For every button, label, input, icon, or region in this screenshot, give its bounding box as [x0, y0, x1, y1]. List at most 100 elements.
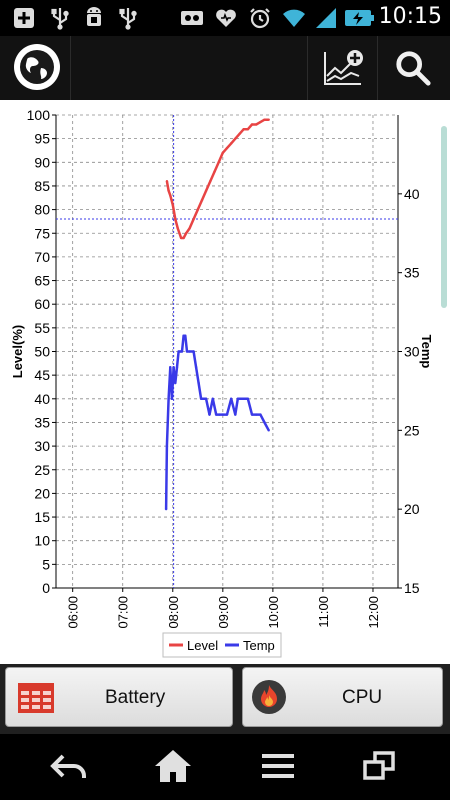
- data-point-level: [221, 151, 225, 155]
- data-point-temp: [167, 397, 170, 400]
- data-point-level: [204, 189, 208, 192]
- heart-icon: [214, 6, 238, 30]
- y-tick-label-right: 35: [404, 265, 420, 281]
- data-point-temp: [236, 397, 240, 400]
- action-bar: [0, 36, 450, 100]
- data-point-temp: [165, 444, 169, 448]
- data-point-temp: [175, 366, 179, 369]
- data-point-temp: [164, 507, 168, 511]
- usb-icon: [116, 6, 140, 30]
- menu-icon: [262, 754, 294, 778]
- menu-button[interactable]: [258, 748, 298, 784]
- y-tick-label-right: 20: [404, 501, 420, 517]
- data-point-level: [192, 217, 195, 221]
- data-point-level: [174, 217, 177, 221]
- y-tick-label-left: 70: [34, 249, 50, 265]
- data-point-temp: [197, 381, 200, 385]
- data-point-temp: [254, 413, 258, 416]
- y-tick-label-left: 50: [34, 344, 50, 360]
- voicemail-icon: [180, 6, 204, 30]
- data-point-temp: [182, 334, 185, 337]
- x-tick-label: 11:00: [316, 596, 331, 628]
- y-axis-title-left: Level(%): [10, 325, 25, 378]
- wifi-icon: [282, 6, 306, 30]
- nav-bar: [0, 734, 450, 800]
- battery-chart[interactable]: 0 5 10 15 20 25 30 35 40 45 50 55 60 65 70 75 80 85 90 95 10…: [0, 100, 450, 664]
- y-tick-label-left: 60: [34, 296, 50, 312]
- data-point-level: [259, 120, 262, 124]
- y-tick-label-left: 80: [34, 202, 50, 218]
- data-point-temp: [171, 381, 174, 385]
- search-button[interactable]: [378, 36, 448, 100]
- scrollbar[interactable]: [441, 126, 447, 308]
- y-tick-label-left: 15: [34, 509, 50, 525]
- data-point-level: [182, 236, 185, 240]
- add-icon: [12, 6, 36, 30]
- data-point-temp: [188, 350, 191, 353]
- home-button[interactable]: [153, 748, 193, 784]
- data-point-level: [200, 198, 204, 202]
- x-tick-label: 08:00: [166, 596, 181, 629]
- data-point-temp: [170, 397, 174, 400]
- data-point-level: [225, 146, 229, 150]
- alarm-icon: [248, 6, 272, 30]
- data-point-temp: [214, 413, 218, 416]
- add-chart-icon: [324, 50, 363, 85]
- data-point-level: [250, 123, 254, 126]
- back-button[interactable]: [49, 748, 89, 784]
- y-tick-label-left: 40: [34, 391, 50, 407]
- data-point-temp: [239, 397, 243, 400]
- data-point-temp: [194, 366, 198, 369]
- data-point-level: [246, 127, 250, 131]
- data-point-level: [229, 142, 233, 145]
- globe-icon[interactable]: [14, 44, 60, 90]
- usb-icon: [48, 6, 72, 30]
- y-tick-label-left: 20: [34, 485, 50, 501]
- battery-table-icon: [18, 683, 54, 713]
- search-icon: [396, 51, 431, 86]
- data-point-level: [196, 208, 200, 211]
- signal-icon: [314, 6, 338, 30]
- x-tick-label: 12:00: [366, 596, 381, 629]
- data-point-temp: [225, 413, 229, 416]
- y-tick-label-left: 5: [42, 556, 50, 572]
- data-point-temp: [202, 397, 205, 400]
- data-point-temp: [185, 350, 189, 353]
- data-point-temp: [234, 413, 237, 416]
- y-tick-label-left: 100: [27, 107, 51, 123]
- data-point-level: [176, 227, 179, 230]
- add-chart-button[interactable]: [308, 36, 378, 100]
- android-debug-icon: [82, 6, 106, 30]
- action-bar-divider: [377, 36, 378, 100]
- x-tick-label: 07:00: [116, 596, 131, 629]
- data-point-temp: [180, 350, 184, 353]
- cpu-flame-icon: [252, 680, 286, 714]
- data-point-temp: [177, 350, 180, 353]
- data-point-level: [234, 137, 237, 140]
- x-tick-label: 06:00: [66, 596, 81, 629]
- tab-battery[interactable]: Battery: [5, 667, 233, 727]
- y-axis-title-right: Temp: [419, 335, 434, 369]
- data-point-level: [165, 180, 169, 183]
- status-bar: 10:15: [0, 0, 450, 36]
- legend-label-level: Level: [187, 638, 218, 653]
- tab-cpu[interactable]: CPU: [242, 667, 443, 727]
- data-point-level: [267, 118, 270, 121]
- data-point-level: [171, 203, 174, 207]
- data-point-temp: [192, 350, 195, 353]
- data-point-level: [254, 123, 258, 126]
- recent-apps-button[interactable]: [360, 748, 400, 784]
- data-point-temp: [169, 366, 172, 369]
- y-tick-label-left: 10: [34, 533, 50, 549]
- y-tick-label-left: 85: [34, 178, 50, 194]
- data-point-temp: [174, 381, 177, 385]
- chart-panel: 0 5 10 15 20 25 30 35 40 45 50 55 60 65 70 75 80 85 90 95 10…: [0, 100, 450, 664]
- back-icon: [50, 754, 86, 778]
- y-tick-label-left: 45: [34, 367, 50, 383]
- data-point-level: [217, 161, 220, 164]
- data-point-level: [209, 180, 212, 183]
- data-point-level: [263, 118, 266, 121]
- y-tick-label-right: 30: [404, 344, 420, 360]
- data-point-temp: [250, 413, 254, 416]
- data-point-level: [238, 132, 241, 136]
